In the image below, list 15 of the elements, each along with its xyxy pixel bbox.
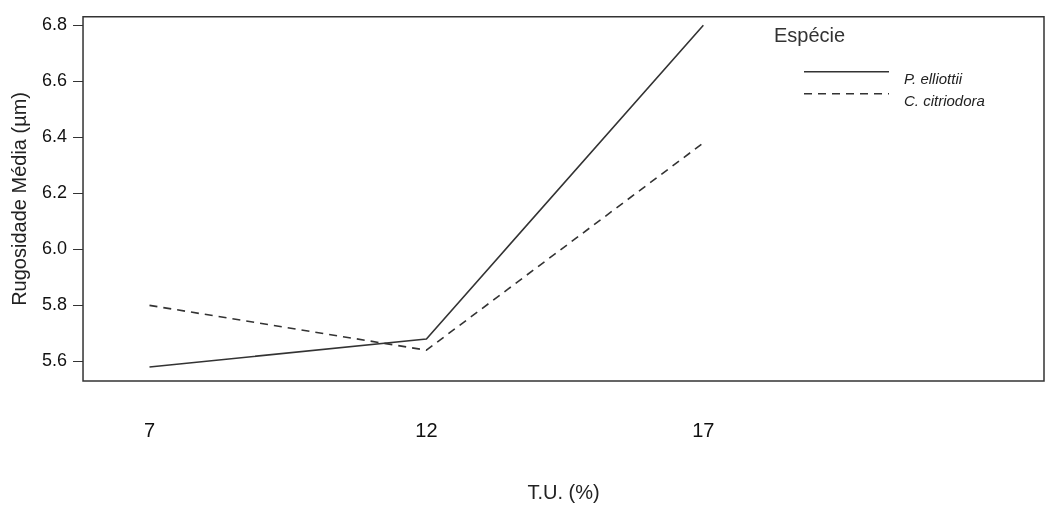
legend-title: Espécie	[774, 24, 846, 47]
y-tick-label: 6.2	[41, 182, 68, 203]
y-tick-label: 6.4	[41, 126, 68, 147]
x-tick-label: 17	[692, 418, 715, 441]
y-axis-title: Rugosidade Média (µm)	[7, 91, 30, 306]
y-tick-label: 5.6	[41, 350, 68, 371]
x-axis-title: T.U. (%)	[527, 480, 600, 503]
x-tick-label: 12	[415, 418, 438, 441]
x-tick-label: 7	[143, 418, 156, 441]
text: C. citriodora	[904, 91, 985, 109]
text: P. elliottii	[904, 69, 963, 87]
y-tick-label: 6.8	[41, 14, 68, 35]
y-tick-label: 6.6	[41, 70, 68, 91]
y-tick-label: 6.0	[41, 238, 68, 259]
y-tick-label: 5.8	[41, 294, 68, 315]
